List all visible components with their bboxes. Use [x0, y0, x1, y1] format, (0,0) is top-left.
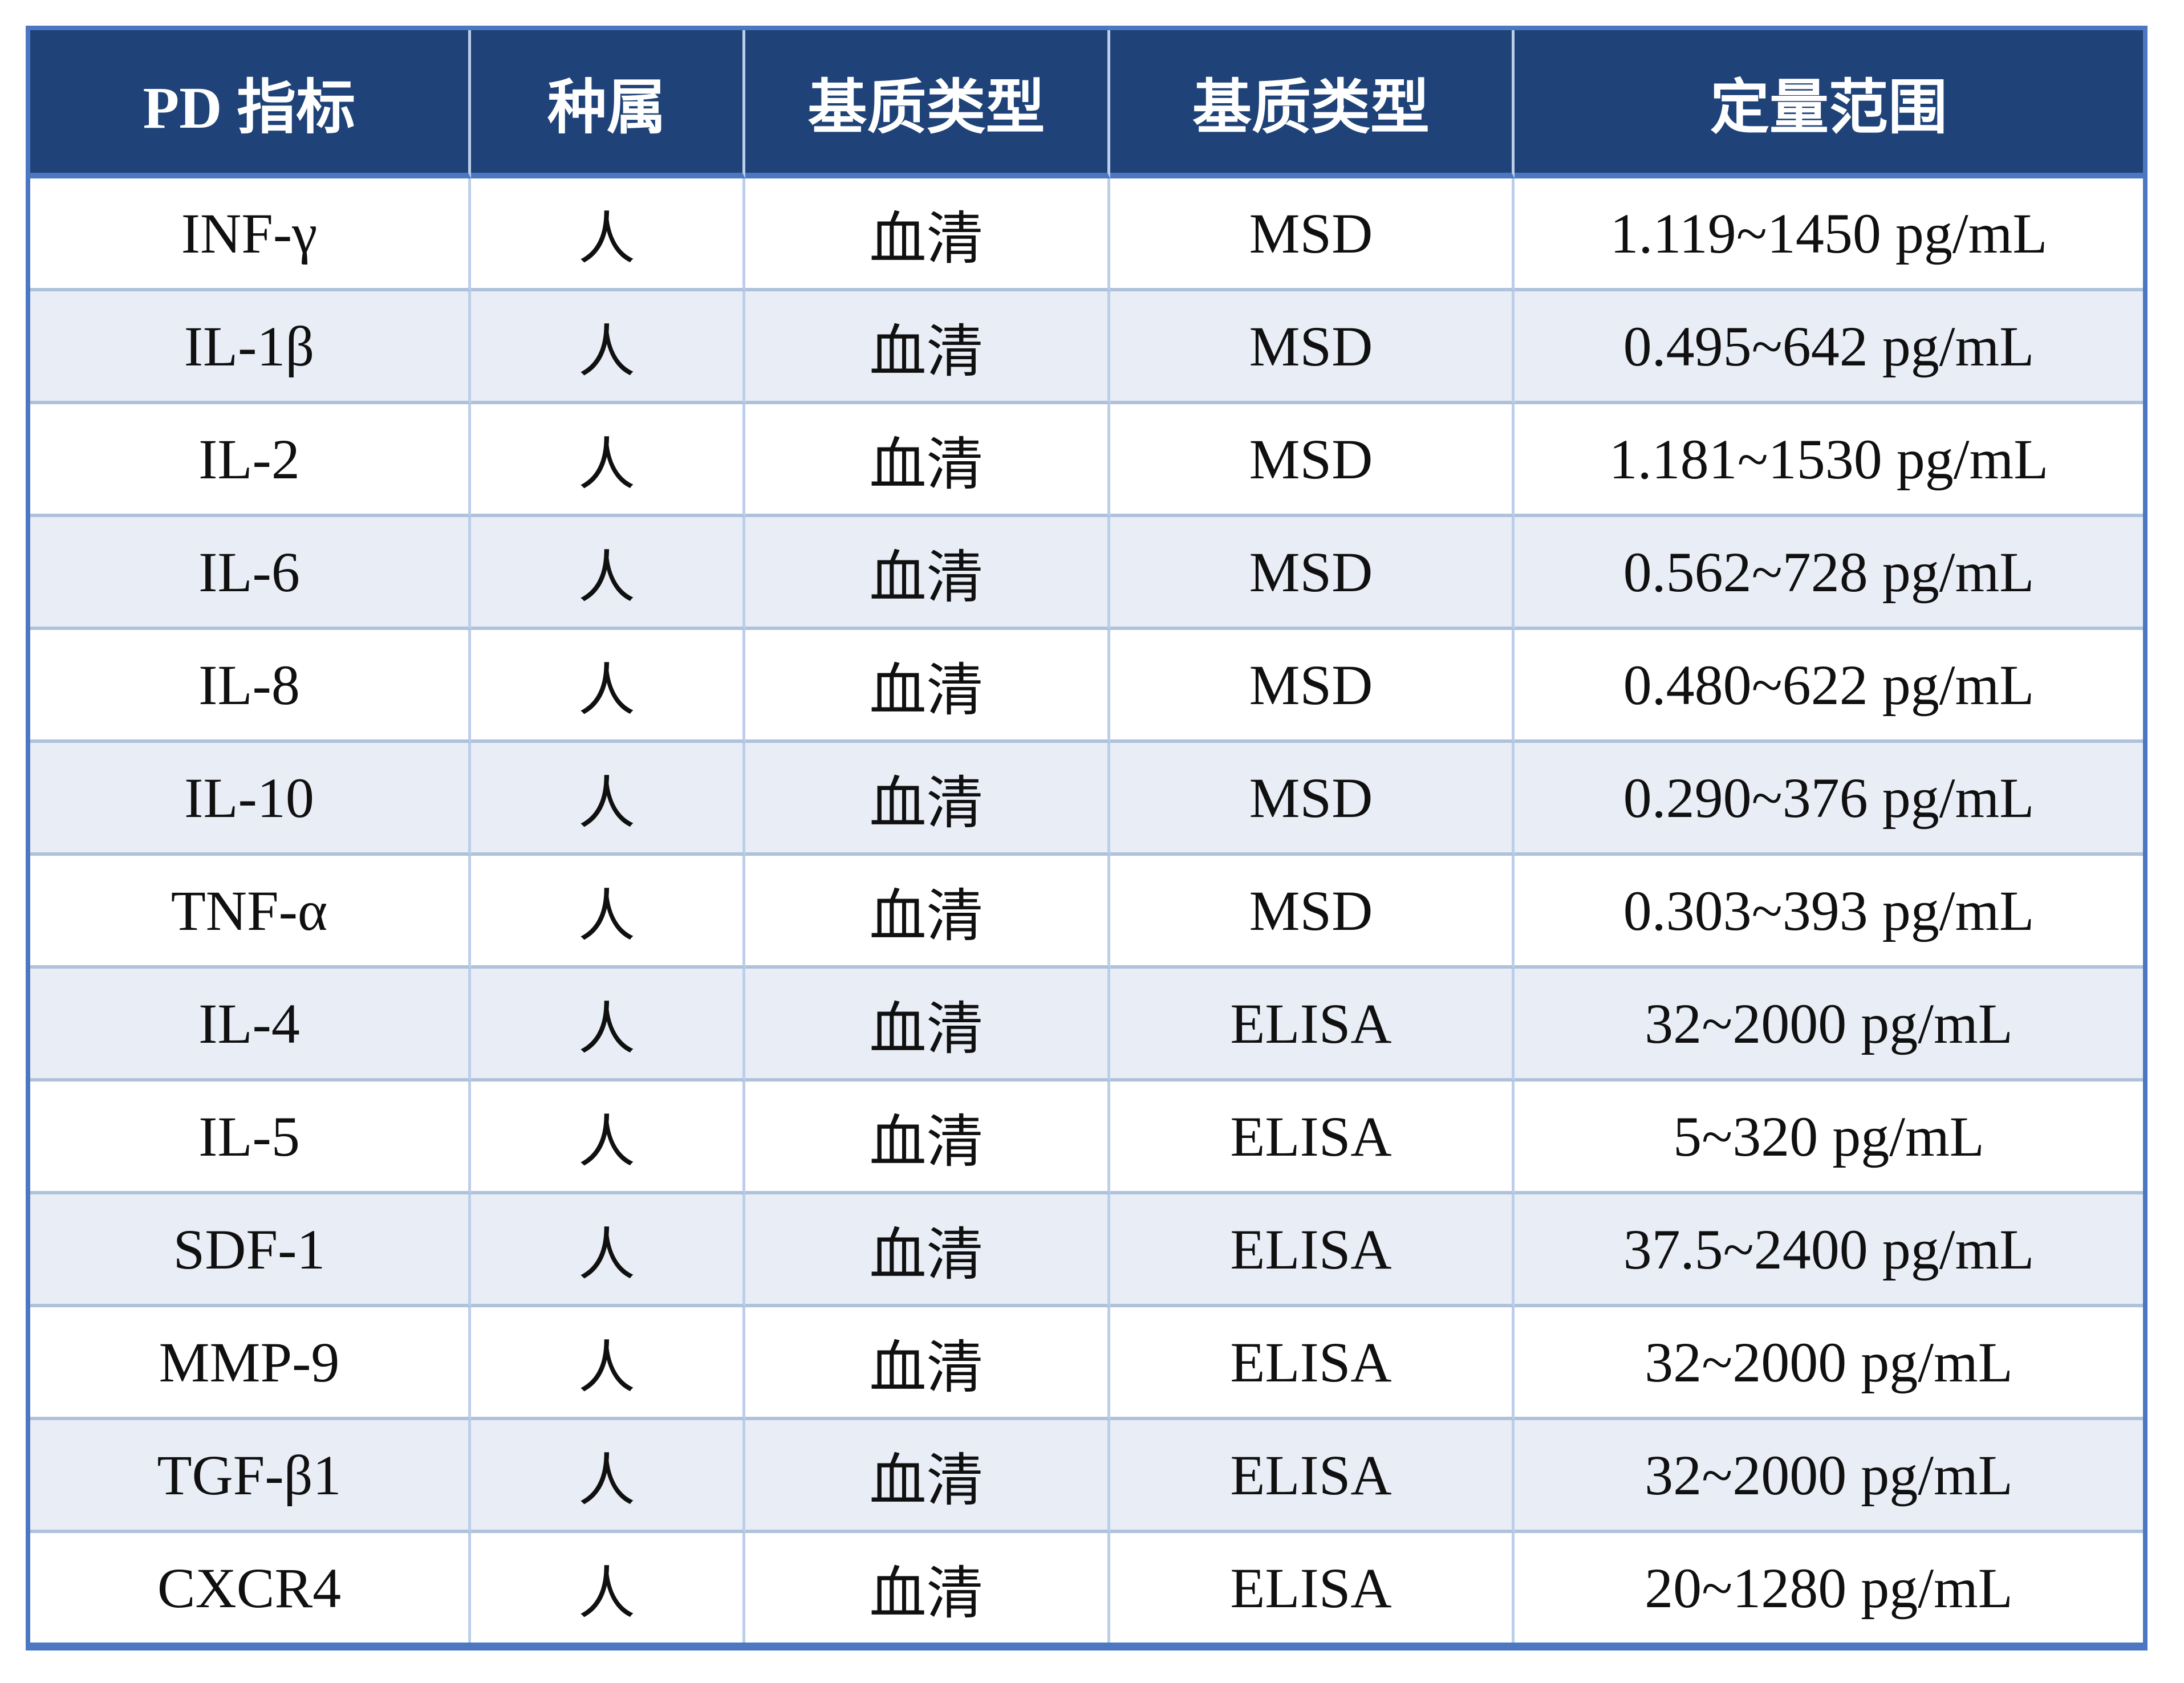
- cell-pd-indicator: IL-1β: [30, 291, 471, 404]
- table-row: IL-2 人血清 MSD 1.181~1530 pg/mL: [30, 404, 2143, 517]
- cell-species: 人: [471, 291, 745, 404]
- cell-species: 人: [471, 743, 745, 856]
- pd-assay-table: PD 指标 种属 基质类型 基质类型 定量范围 INF-γ 人血清 MSD 1.119…: [26, 26, 2148, 1651]
- column-header-species: 种属: [471, 30, 745, 178]
- cell-species: 人: [471, 630, 745, 743]
- column-header-platform: 基质类型: [1110, 30, 1515, 178]
- table-row: IL-8 人血清 MSD 0.480~622 pg/mL: [30, 630, 2143, 743]
- cell-platform: MSD: [1110, 743, 1515, 856]
- table-row: IL-4 人血清 ELISA 32~2000 pg/mL: [30, 969, 2143, 1082]
- cell-matrix-type: 血清: [745, 1082, 1110, 1194]
- cell-quant-range: 0.562~728 pg/mL: [1515, 517, 2143, 630]
- cell-species: 人: [471, 178, 745, 291]
- cell-species: 人: [471, 969, 745, 1082]
- cell-quant-range: 32~2000 pg/mL: [1515, 969, 2143, 1082]
- cell-species: 人: [471, 1307, 745, 1420]
- table-row: TNF-α 人血清 MSD 0.303~393 pg/mL: [30, 856, 2143, 969]
- cell-platform: ELISA: [1110, 1420, 1515, 1533]
- cell-pd-indicator: INF-γ: [30, 178, 471, 291]
- cell-quant-range: 0.495~642 pg/mL: [1515, 291, 2143, 404]
- cell-platform: MSD: [1110, 178, 1515, 291]
- table-row: IL-1β 人血清 MSD 0.495~642 pg/mL: [30, 291, 2143, 404]
- cell-quant-range: 1.181~1530 pg/mL: [1515, 404, 2143, 517]
- cell-species: 人: [471, 1194, 745, 1307]
- cell-quant-range: 20~1280 pg/mL: [1515, 1533, 2143, 1643]
- cell-pd-indicator: IL-6: [30, 517, 471, 630]
- cell-pd-indicator: SDF-1: [30, 1194, 471, 1307]
- column-header-pd-indicator: PD 指标: [30, 30, 471, 178]
- cell-species: 人: [471, 1533, 745, 1643]
- cell-pd-indicator: TGF-β1: [30, 1420, 471, 1533]
- cell-matrix-type: 血清: [745, 856, 1110, 969]
- table-header-row: PD 指标 种属 基质类型 基质类型 定量范围: [30, 30, 2143, 178]
- cell-platform: MSD: [1110, 630, 1515, 743]
- table-body: INF-γ 人血清 MSD 1.119~1450 pg/mL IL-1β 人血清 MSD 0.…: [30, 178, 2143, 1643]
- cell-platform: ELISA: [1110, 969, 1515, 1082]
- cell-quant-range: 37.5~2400 pg/mL: [1515, 1194, 2143, 1307]
- cell-quant-range: 0.480~622 pg/mL: [1515, 630, 2143, 743]
- cell-species: 人: [471, 1082, 745, 1194]
- cell-pd-indicator: CXCR4: [30, 1533, 471, 1643]
- cell-quant-range: 32~2000 pg/mL: [1515, 1307, 2143, 1420]
- cell-platform: ELISA: [1110, 1533, 1515, 1643]
- table-row: CXCR4 人血清 ELISA 20~1280 pg/mL: [30, 1533, 2143, 1643]
- cell-quant-range: 0.303~393 pg/mL: [1515, 856, 2143, 969]
- cell-quant-range: 5~320 pg/mL: [1515, 1082, 2143, 1194]
- table-row: INF-γ 人血清 MSD 1.119~1450 pg/mL: [30, 178, 2143, 291]
- cell-species: 人: [471, 856, 745, 969]
- cell-matrix-type: 血清: [745, 1533, 1110, 1643]
- cell-matrix-type: 血清: [745, 743, 1110, 856]
- cell-platform: ELISA: [1110, 1194, 1515, 1307]
- cell-species: 人: [471, 404, 745, 517]
- table-row: IL-6 人血清 MSD 0.562~728 pg/mL: [30, 517, 2143, 630]
- cell-matrix-type: 血清: [745, 178, 1110, 291]
- table-row: IL-10 人血清 MSD 0.290~376 pg/mL: [30, 743, 2143, 856]
- cell-platform: ELISA: [1110, 1307, 1515, 1420]
- cell-matrix-type: 血清: [745, 1194, 1110, 1307]
- cell-platform: ELISA: [1110, 1082, 1515, 1194]
- cell-matrix-type: 血清: [745, 969, 1110, 1082]
- cell-pd-indicator: MMP-9: [30, 1307, 471, 1420]
- cell-species: 人: [471, 517, 745, 630]
- table-row: MMP-9 人血清 ELISA 32~2000 pg/mL: [30, 1307, 2143, 1420]
- table-row: SDF-1 人血清 ELISA 37.5~2400 pg/mL: [30, 1194, 2143, 1307]
- cell-matrix-type: 血清: [745, 291, 1110, 404]
- table-row: TGF-β1 人血清 ELISA 32~2000 pg/mL: [30, 1420, 2143, 1533]
- cell-pd-indicator: IL-4: [30, 969, 471, 1082]
- cell-matrix-type: 血清: [745, 1420, 1110, 1533]
- cell-platform: MSD: [1110, 517, 1515, 630]
- cell-platform: MSD: [1110, 856, 1515, 969]
- cell-quant-range: 0.290~376 pg/mL: [1515, 743, 2143, 856]
- cell-pd-indicator: IL-5: [30, 1082, 471, 1194]
- table-row: IL-5 人血清 ELISA 5~320 pg/mL: [30, 1082, 2143, 1194]
- cell-quant-range: 32~2000 pg/mL: [1515, 1420, 2143, 1533]
- cell-pd-indicator: TNF-α: [30, 856, 471, 969]
- column-header-quant-range: 定量范围: [1515, 30, 2143, 178]
- cell-matrix-type: 血清: [745, 517, 1110, 630]
- cell-pd-indicator: IL-8: [30, 630, 471, 743]
- cell-pd-indicator: IL-10: [30, 743, 471, 856]
- cell-pd-indicator: IL-2: [30, 404, 471, 517]
- cell-matrix-type: 血清: [745, 630, 1110, 743]
- cell-matrix-type: 血清: [745, 1307, 1110, 1420]
- cell-platform: MSD: [1110, 404, 1515, 517]
- column-header-matrix-type: 基质类型: [745, 30, 1110, 178]
- cell-species: 人: [471, 1420, 745, 1533]
- cell-platform: MSD: [1110, 291, 1515, 404]
- cell-matrix-type: 血清: [745, 404, 1110, 517]
- cell-quant-range: 1.119~1450 pg/mL: [1515, 178, 2143, 291]
